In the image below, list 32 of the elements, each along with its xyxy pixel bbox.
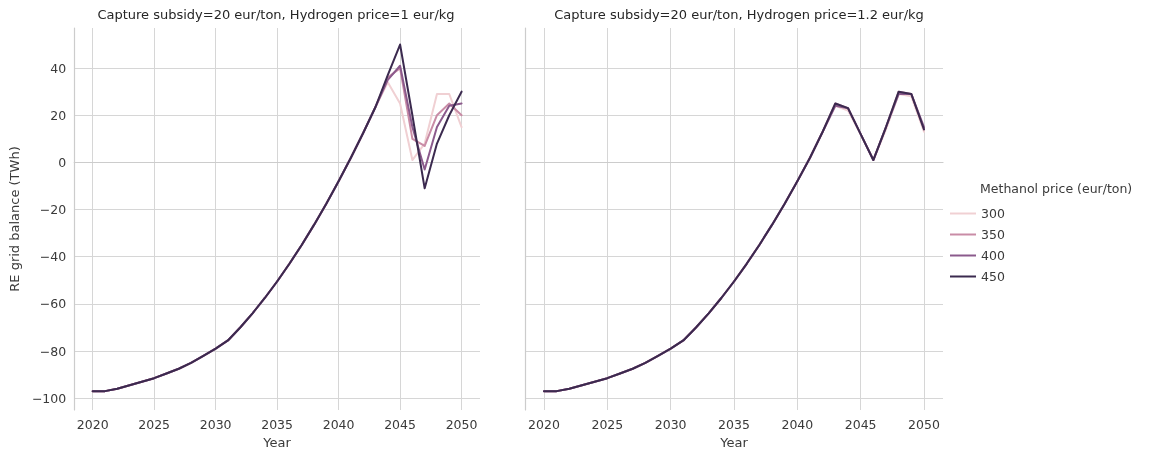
y-tick-label: 40 xyxy=(50,60,67,76)
legend-label: 450 xyxy=(981,269,1005,284)
x-tick-label: 2040 xyxy=(781,417,814,432)
legend-title: Methanol price (eur/ton) xyxy=(980,181,1133,196)
x-tick-label: 2040 xyxy=(322,417,355,432)
legend-label: 400 xyxy=(981,248,1005,263)
x-tick-label: 2030 xyxy=(199,417,232,432)
legend-label: 300 xyxy=(981,206,1005,221)
x-tick-label: 2045 xyxy=(384,417,416,432)
x-tick-label: 2025 xyxy=(591,417,624,432)
chart-title: Capture subsidy=20 eur/ton, Hydrogen price=1 eur/kg xyxy=(97,7,455,22)
y-tick-label: 20 xyxy=(50,107,67,123)
x-tick-label: 2035 xyxy=(718,417,750,432)
legend-label: 350 xyxy=(981,227,1005,242)
x-tick-label: 2025 xyxy=(138,417,171,432)
x-axis-title: Year xyxy=(262,434,292,450)
y-tick-label: 0 xyxy=(58,154,67,170)
x-tick-label: 2045 xyxy=(844,417,877,432)
x-tick-label: 2020 xyxy=(76,417,109,432)
x-tick-label: 2020 xyxy=(528,417,560,432)
x-tick-label: 2035 xyxy=(261,417,294,432)
x-tick-label: 2050 xyxy=(445,417,478,432)
y-tick-label: −60 xyxy=(39,296,67,312)
chart-title: Capture subsidy=20 eur/ton, Hydrogen price=1.2 eur/kg xyxy=(554,7,924,22)
x-tick-label: 2050 xyxy=(908,417,940,432)
y-tick-label: −80 xyxy=(39,343,67,359)
y-axis-title: RE grid balance (TWh) xyxy=(7,146,22,292)
x-axis-title: Year xyxy=(719,434,749,450)
y-tick-label: −40 xyxy=(39,249,67,265)
x-tick-label: 2030 xyxy=(654,417,687,432)
y-tick-label: −20 xyxy=(39,202,67,218)
y-tick-label: −100 xyxy=(31,390,67,406)
